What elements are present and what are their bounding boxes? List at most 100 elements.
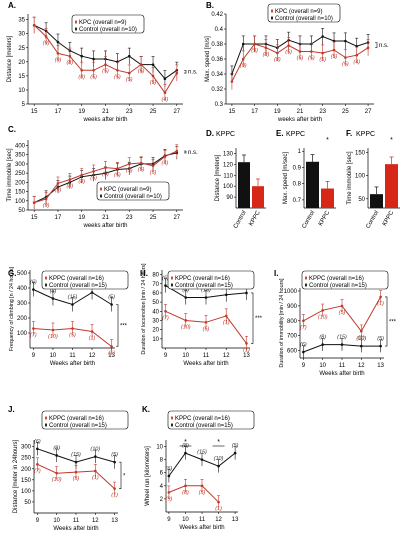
x-tick-label: 9 <box>36 518 40 524</box>
x-tick-label: 27 <box>173 215 180 221</box>
x-tick-label: 11 <box>69 353 76 359</box>
y-tick-label: 2 <box>160 497 164 503</box>
data-point <box>151 63 155 66</box>
x-tick-label: 21 <box>102 109 109 115</box>
n-label: (6) <box>166 466 173 472</box>
data-point <box>32 23 36 27</box>
data-point <box>253 42 256 46</box>
data-point <box>90 330 94 333</box>
data-point <box>366 46 370 50</box>
significance-star: * <box>217 439 220 446</box>
data-point <box>302 319 305 323</box>
legend-box <box>301 270 389 290</box>
y-tick-label: 110 <box>223 173 233 179</box>
y-tick-label: 300 <box>17 301 28 307</box>
n-label: (10) <box>90 447 100 453</box>
n-label: (10) <box>356 336 366 342</box>
data-point <box>32 201 36 204</box>
legend-entry: KPC (overall n=9) <box>104 187 152 193</box>
data-point <box>340 304 344 308</box>
data-point <box>321 51 324 55</box>
n-label: (8) <box>78 179 85 185</box>
data-point <box>56 40 60 44</box>
y-tick-label: 1000 <box>284 289 298 295</box>
significance-label: *** <box>389 320 397 326</box>
panel-letter-d: D. <box>206 129 214 138</box>
data-point <box>56 52 60 55</box>
data-point <box>71 303 74 306</box>
n-label: (5) <box>377 336 384 342</box>
n-label: (1) <box>223 320 230 326</box>
legend-dot <box>170 416 174 420</box>
n-label: (10) <box>318 314 328 320</box>
legend-box <box>71 14 145 34</box>
panel-letter-a: A. <box>8 1 16 10</box>
category-label: KPPC <box>248 209 262 227</box>
n-label: (1) <box>108 351 115 357</box>
y-tick-label: 20 <box>152 328 159 334</box>
data-point <box>184 451 187 455</box>
y-tick-label: 4 <box>160 484 164 490</box>
x-tick-label: 10 <box>53 518 60 524</box>
data-point <box>55 471 58 475</box>
data-point <box>360 344 363 348</box>
data-point <box>167 474 171 478</box>
y-tick-label: 25 <box>18 46 25 52</box>
data-point <box>94 469 97 473</box>
y-tick-label: 200 <box>21 467 32 473</box>
significance-label: *** <box>255 316 263 322</box>
data-point <box>127 54 131 58</box>
data-point <box>224 293 228 297</box>
x-tick-label: 21 <box>297 109 304 115</box>
n-label: (1) <box>215 506 222 512</box>
n-label: (6) <box>30 280 37 286</box>
legend-dot <box>270 9 274 13</box>
x-tick-label: 25 <box>150 215 157 221</box>
y-tick-label: 50 <box>152 300 159 306</box>
panel-letter-b: B. <box>206 1 214 10</box>
data-point <box>74 470 78 474</box>
category-label: Control <box>233 210 248 230</box>
y-axis-label: Distance [meter in 24hours] <box>13 439 19 513</box>
panel-letter-h: H. <box>140 269 148 278</box>
panel-letter-e: E. <box>276 129 284 138</box>
legend-dot <box>44 416 48 420</box>
y-tick-label: 500 <box>17 271 28 277</box>
data-point <box>163 77 167 80</box>
y-tick-label: 150 <box>15 190 26 196</box>
data-point <box>217 500 220 504</box>
x-axis-label: weeks after birth <box>82 117 127 123</box>
significance-bracket <box>375 42 378 49</box>
n-label: (5) <box>69 333 76 339</box>
n-label: (10) <box>181 324 191 330</box>
y-tick-label: 0.3 <box>215 102 224 108</box>
significance-bracket <box>119 461 122 489</box>
panel-k: K. 2 4 6 8 10 Wheel run [kilometers] 9 10 11 12 13 W… <box>142 405 255 531</box>
y-axis-label: Duration of locomotion [min / 24 hours] <box>141 263 147 355</box>
data-point <box>74 460 78 464</box>
y-tick-label: 300 <box>15 162 26 168</box>
n-label: (6) <box>300 342 307 348</box>
x-tick-label: 12 <box>89 353 96 359</box>
legend-dot <box>170 283 174 287</box>
data-point <box>204 321 208 324</box>
n-label: (5) <box>203 326 210 332</box>
legend-entry: KPPC (overall n=16) <box>175 276 230 282</box>
series-line-kpc <box>168 485 219 503</box>
data-point <box>90 291 94 294</box>
y-tick-label: 15 <box>18 74 25 80</box>
legend-entry: Control (overall n=15) <box>49 283 107 289</box>
panel-letter-i: I. <box>274 269 278 278</box>
bar-kppc <box>385 164 398 208</box>
x-tick-label: 12 <box>92 518 99 524</box>
n-label: (15) <box>201 288 211 294</box>
y-tick-label: 50 <box>18 208 25 214</box>
data-point <box>310 50 313 53</box>
x-tick-label: 21 <box>102 215 109 221</box>
y-tick-label: 100 <box>17 331 28 337</box>
y-axis-label: Time immobile [sec] <box>7 148 13 201</box>
